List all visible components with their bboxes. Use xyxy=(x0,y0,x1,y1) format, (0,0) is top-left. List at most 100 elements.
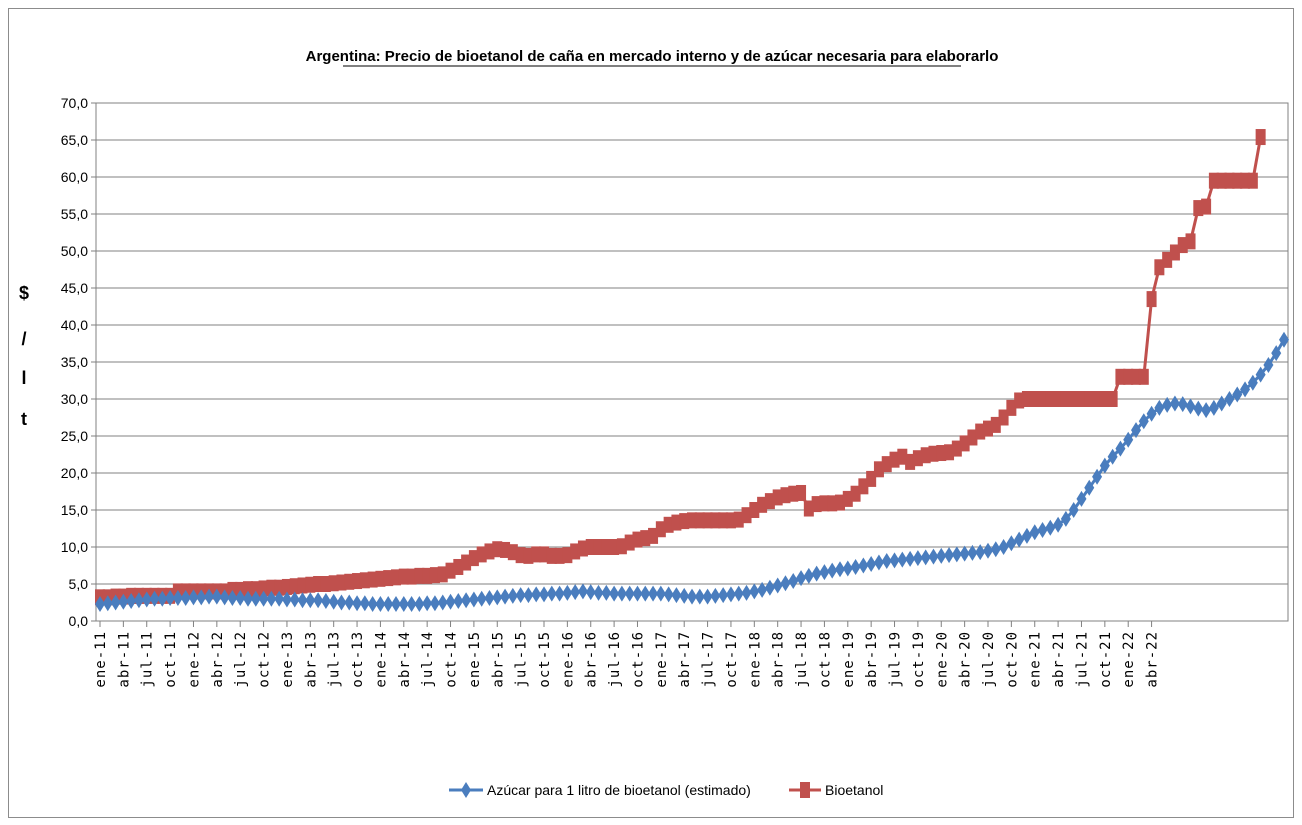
data-point xyxy=(764,579,775,596)
data-point xyxy=(391,595,401,612)
data-point xyxy=(235,590,246,607)
data-point xyxy=(1138,368,1149,385)
data-point xyxy=(515,587,526,604)
data-point xyxy=(243,581,253,598)
data-point xyxy=(507,587,518,604)
data-point xyxy=(320,576,331,592)
data-point xyxy=(196,589,207,606)
data-point xyxy=(881,553,892,570)
legend-label: Bioetanol xyxy=(825,782,883,798)
data-point xyxy=(157,590,168,607)
data-point xyxy=(796,570,807,587)
data-point xyxy=(967,544,978,561)
data-point xyxy=(235,581,246,598)
data-point xyxy=(281,578,292,595)
x-tick-label: abr-14 xyxy=(397,631,413,688)
data-point xyxy=(461,554,472,571)
data-point xyxy=(796,484,807,501)
data-point xyxy=(990,416,1001,433)
data-point xyxy=(640,585,651,602)
data-point xyxy=(1123,368,1134,385)
data-point xyxy=(406,595,417,612)
data-point xyxy=(772,577,783,594)
data-point xyxy=(328,575,339,592)
data-point xyxy=(110,594,121,611)
x-tick-label: oct-17 xyxy=(724,631,740,688)
data-point xyxy=(803,567,814,584)
data-point xyxy=(531,546,542,563)
data-point xyxy=(313,592,324,609)
x-tick-label: jul-21 xyxy=(1074,631,1090,688)
data-point xyxy=(593,584,604,601)
data-point xyxy=(811,565,822,582)
data-point xyxy=(305,592,316,609)
data-point xyxy=(951,546,962,563)
data-point xyxy=(616,538,627,555)
data-point xyxy=(133,592,144,609)
data-point xyxy=(1263,356,1274,373)
data-point xyxy=(507,544,518,561)
data-point xyxy=(1021,391,1032,407)
x-tick-label: abr-17 xyxy=(677,631,693,688)
data-point xyxy=(468,550,479,567)
data-point xyxy=(554,585,565,602)
y-tick-label: 0,0 xyxy=(69,613,89,629)
data-point xyxy=(819,564,830,581)
data-point xyxy=(383,570,394,587)
x-tick-label: abr-15 xyxy=(490,631,506,688)
data-point xyxy=(1240,381,1251,398)
x-tick-label: jul-14 xyxy=(420,631,436,688)
data-point xyxy=(1201,402,1212,419)
data-point xyxy=(1138,413,1149,430)
data-point xyxy=(1224,172,1235,189)
legend-marker xyxy=(800,782,810,798)
data-point xyxy=(1271,345,1282,362)
data-point xyxy=(850,558,861,575)
data-point xyxy=(780,487,791,504)
data-point xyxy=(1131,422,1141,439)
data-point xyxy=(1045,519,1056,536)
data-point xyxy=(1162,251,1173,268)
x-tick-label: oct-11 xyxy=(163,631,179,688)
data-point xyxy=(1092,391,1103,407)
x-tick-label: abr-11 xyxy=(116,631,132,688)
data-point xyxy=(172,590,183,607)
data-point xyxy=(928,548,939,565)
data-point xyxy=(359,595,370,612)
y-tick-label: 45,0 xyxy=(61,280,88,296)
data-point xyxy=(320,593,331,610)
x-tick-label: abr-22 xyxy=(1145,631,1161,688)
data-point xyxy=(850,485,861,502)
data-point xyxy=(998,409,1009,426)
data-point xyxy=(562,584,573,601)
data-point xyxy=(562,547,573,564)
data-point xyxy=(539,546,549,563)
data-point xyxy=(391,569,401,586)
data-point xyxy=(297,592,308,609)
data-point xyxy=(788,485,799,502)
data-point xyxy=(1255,366,1266,383)
data-point xyxy=(492,541,503,558)
legend-marker xyxy=(461,782,471,798)
data-point xyxy=(757,581,768,598)
x-tick-label: ene-19 xyxy=(841,631,857,688)
data-point xyxy=(1232,386,1243,403)
data-point xyxy=(437,566,448,583)
data-point xyxy=(546,585,557,602)
x-tick-label: ene-13 xyxy=(280,631,296,688)
data-point xyxy=(624,585,635,602)
data-point xyxy=(1060,391,1071,407)
x-tick-label: ene-16 xyxy=(560,631,576,688)
y-axis-ticks: 0,0 5,0 10,0 15,0 20,0 25,0 30,0 35,0 40,0 45,0 50… xyxy=(61,95,96,629)
y-tick-label: 60,0 xyxy=(61,169,88,185)
x-tick-label: ene-12 xyxy=(186,631,202,688)
data-point xyxy=(687,512,697,529)
series-line xyxy=(99,339,1286,606)
data-point xyxy=(492,589,503,606)
data-point xyxy=(897,448,908,465)
y-tick-label: 70,0 xyxy=(61,95,88,111)
x-tick-label: jul-16 xyxy=(607,631,623,688)
data-point xyxy=(733,585,744,602)
y-axis-label: $ / l t xyxy=(19,283,29,429)
chart-frame: Argentina: Precio de bioetanol de caña e… xyxy=(8,8,1294,818)
